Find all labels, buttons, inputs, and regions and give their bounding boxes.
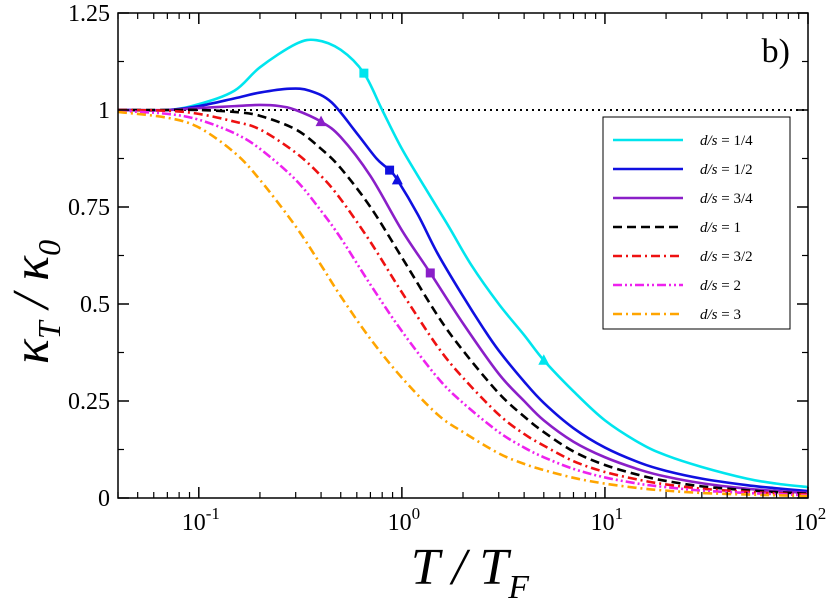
legend-label-value: = 3/4 — [718, 191, 754, 207]
series-layer — [117, 38, 809, 498]
y-axis-title-sub-0: 0 — [31, 240, 67, 256]
y-axis-title-mid: / κ — [3, 255, 60, 321]
legend-box — [602, 116, 791, 330]
legend-label-value: = 3 — [718, 307, 741, 323]
legend-label-value: = 1 — [718, 220, 741, 236]
y-tick-label: 0.25 — [68, 389, 110, 415]
series-line-7 — [117, 110, 809, 498]
y-axis-title-sub-t: T — [31, 319, 67, 339]
y-axis-title-kappa: κ — [3, 338, 60, 364]
x-tick-label-base: 10 — [794, 510, 818, 536]
y-tick-label: 0.5 — [80, 292, 110, 318]
x-tick-label: 100 — [388, 504, 421, 536]
legend-label-value: = 1/4 — [718, 133, 754, 149]
legend: d/s = 1/4d/s = 1/2d/s = 3/4d/s = 1d/s = … — [602, 116, 791, 330]
legend-label-6: d/s = 2 — [700, 278, 741, 294]
series-1-marker-triangle-2 — [538, 354, 550, 365]
x-axis-title: T / TF — [411, 539, 530, 599]
legend-label-1: d/s = 1/4 — [700, 133, 753, 149]
legend-label-var: d/s — [700, 307, 718, 323]
legend-label-var: d/s — [700, 162, 718, 178]
x-tick-label: 10-1 — [182, 504, 220, 536]
legend-label-value: = 3/2 — [718, 249, 753, 265]
series-2-marker-triangle-2 — [391, 173, 403, 185]
legend-label-value: = 1/2 — [718, 162, 753, 178]
x-tick-label-base: 10 — [388, 510, 412, 536]
y-tick-label: 1.25 — [68, 1, 110, 27]
x-tick-label-base: 10 — [591, 510, 615, 536]
series-3-marker-triangle-1 — [315, 115, 327, 127]
x-tick-label: 101 — [591, 504, 624, 536]
x-tick-label-base: 10 — [182, 510, 206, 536]
y-axis-title: κT / κ0 — [3, 240, 67, 364]
x-axis-title-main: T / T — [411, 539, 511, 596]
marker-layer — [315, 68, 550, 365]
legend-label-var: d/s — [700, 191, 718, 207]
legend-label-var: d/s — [700, 220, 718, 236]
legend-label-4: d/s = 1 — [700, 220, 741, 236]
series-line-6 — [117, 109, 809, 497]
legend-label-2: d/s = 1/2 — [700, 162, 753, 178]
x-tick-label-exponent: 2 — [818, 504, 827, 523]
series-line-3 — [117, 103, 809, 495]
series-line-2 — [117, 87, 809, 493]
panel-label: b) — [762, 33, 790, 70]
x-tick-label-exponent: -1 — [206, 504, 220, 523]
x-tick-label-exponent: 1 — [615, 504, 624, 523]
y-tick-label: 1 — [98, 98, 110, 124]
x-tick-label: 102 — [794, 504, 827, 536]
legend-label-5: d/s = 3/2 — [700, 249, 753, 265]
y-tick-label: 0.75 — [68, 195, 110, 221]
legend-label-var: d/s — [700, 278, 718, 294]
legend-label-var: d/s — [700, 249, 718, 265]
series-2-marker-square-1 — [385, 165, 395, 175]
series-line-5 — [117, 108, 809, 496]
y-tick-label: 0 — [98, 486, 110, 512]
legend-label-7: d/s = 3 — [700, 307, 741, 323]
legend-label-value: = 2 — [718, 278, 741, 294]
series-line-4 — [118, 108, 809, 496]
legend-label-var: d/s — [700, 133, 718, 149]
series-line-1 — [117, 38, 809, 489]
legend-label-3: d/s = 3/4 — [700, 191, 753, 207]
series-3-marker-square-2 — [425, 268, 435, 278]
series-1-marker-square-1 — [359, 68, 369, 78]
x-axis-title-sub: F — [507, 569, 530, 599]
x-tick-label-exponent: 0 — [412, 504, 421, 523]
